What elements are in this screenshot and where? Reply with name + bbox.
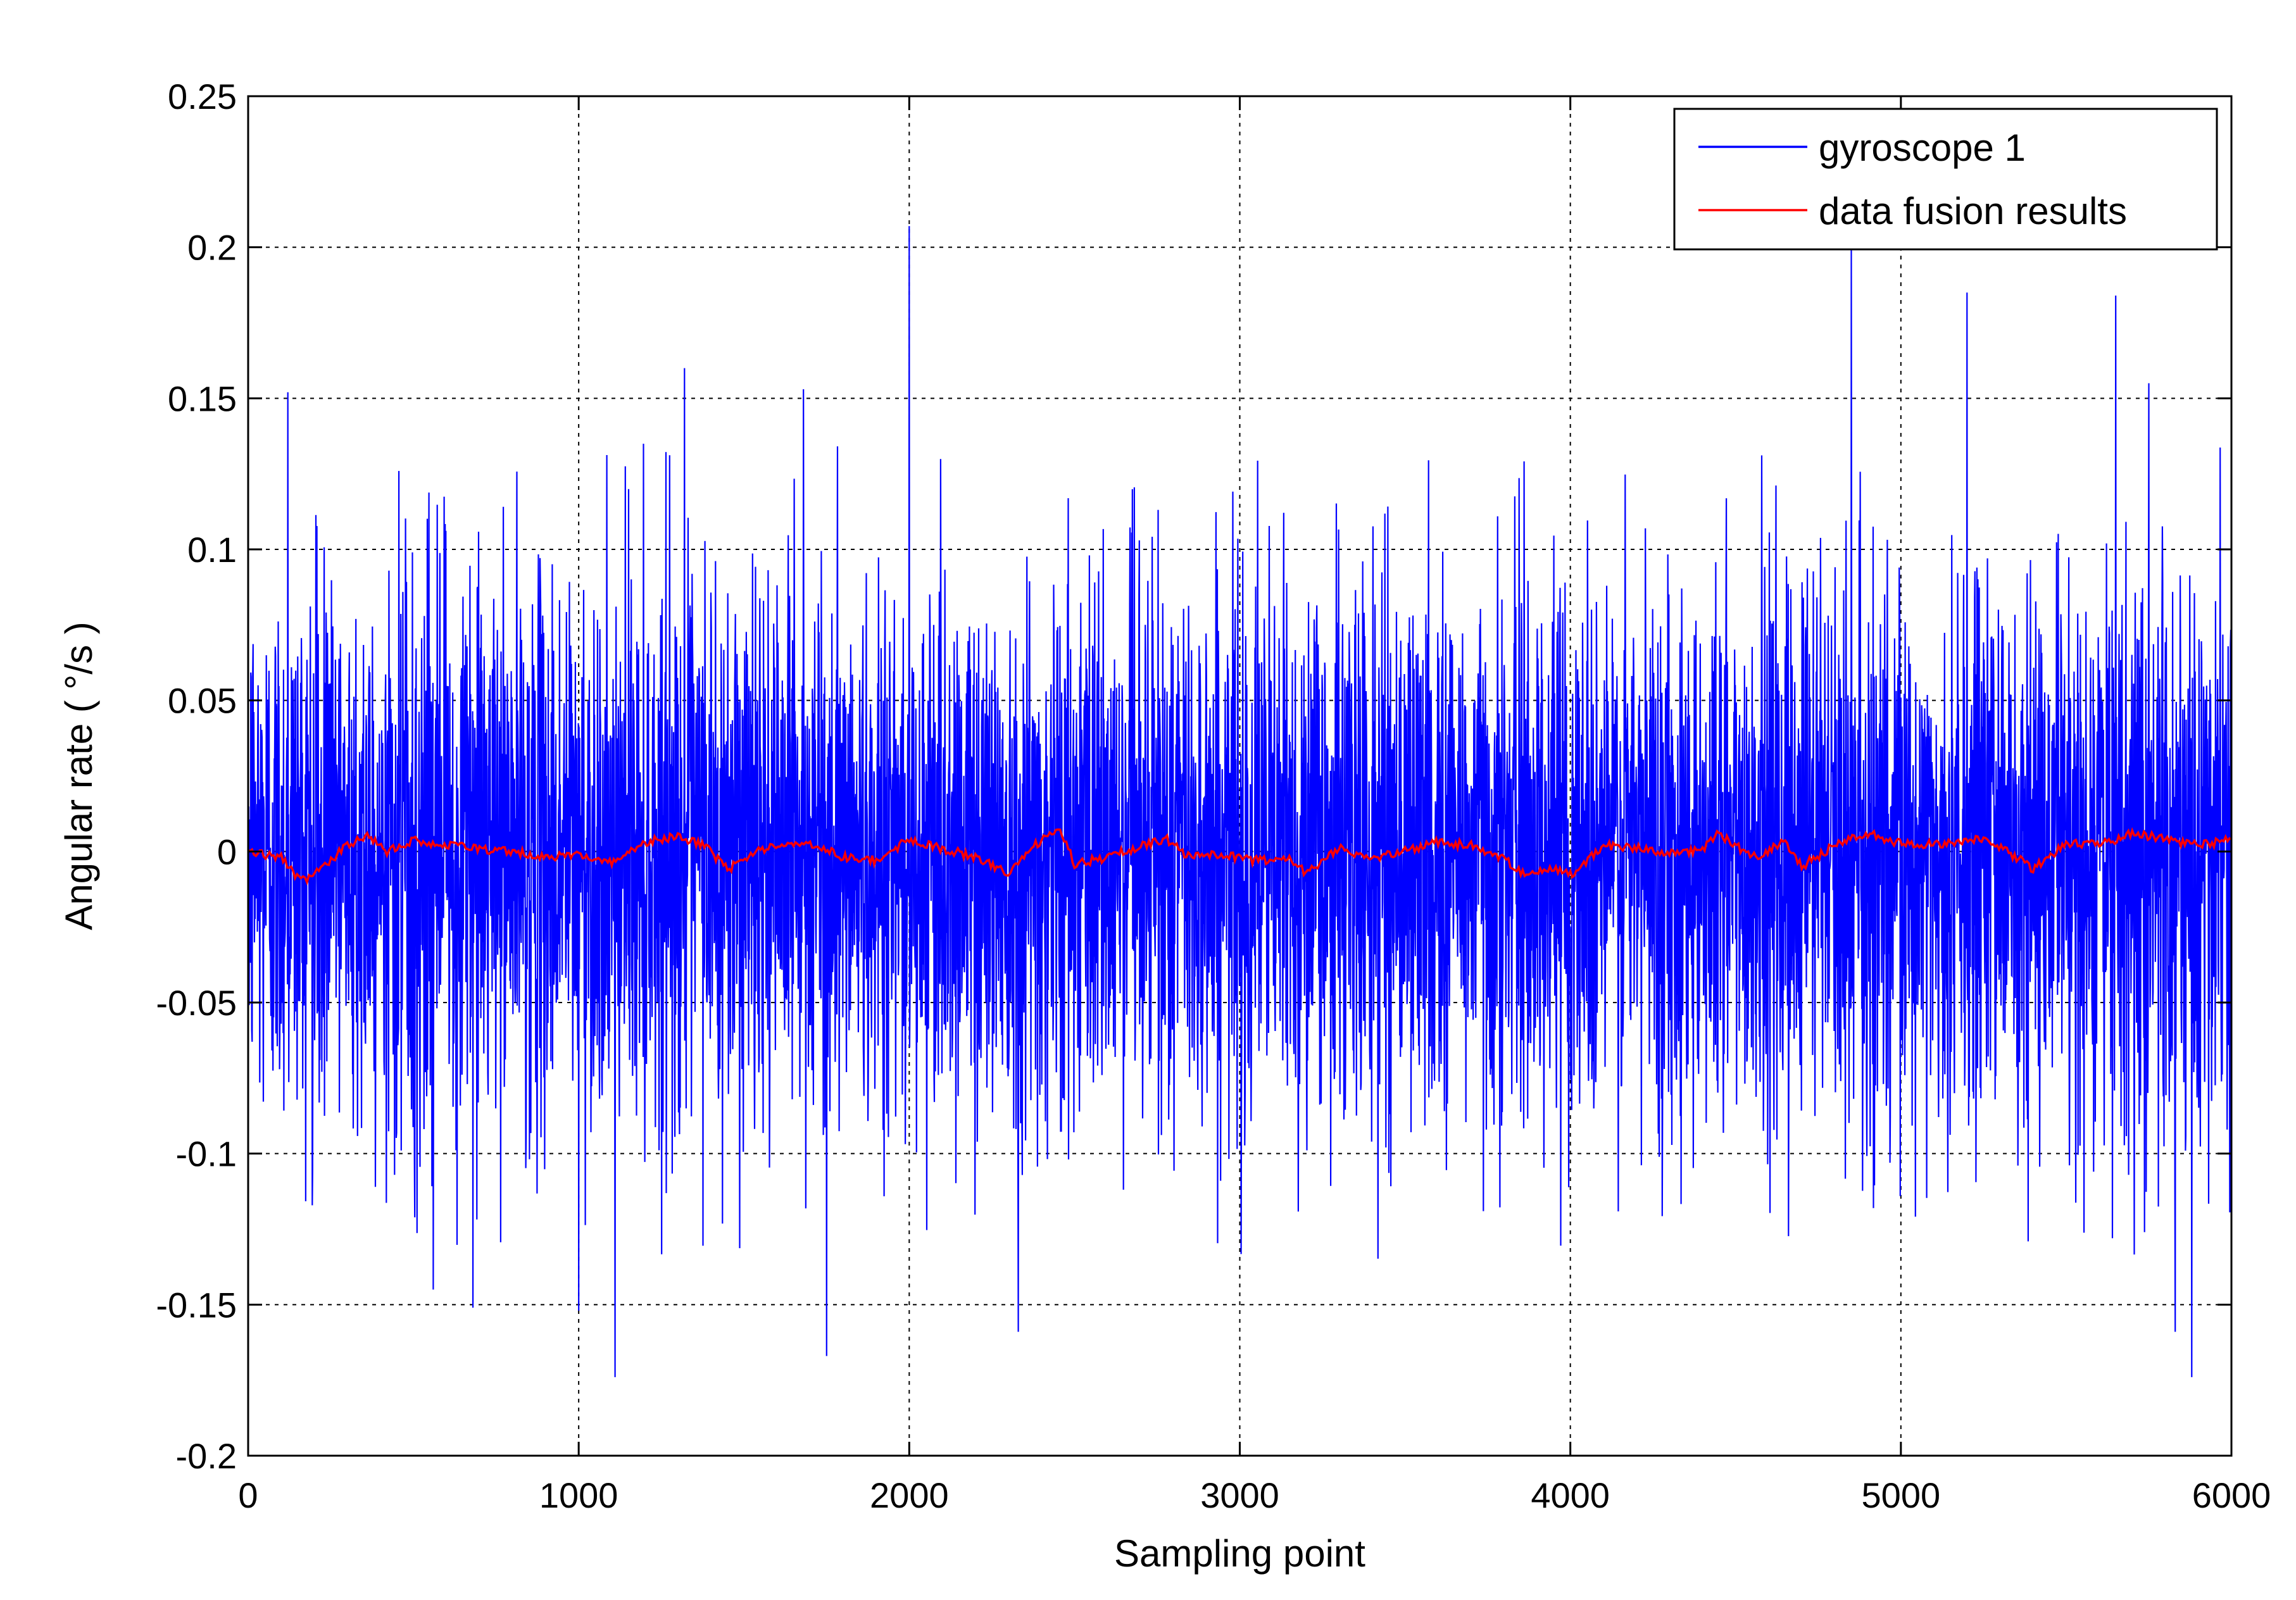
y-tick-label: 0.25	[168, 77, 237, 116]
legend-label: data fusion results	[1819, 190, 2127, 232]
y-axis-title: Angular rate ( °/s )	[58, 622, 100, 930]
y-tick-label: -0.05	[156, 983, 237, 1023]
axis-ticks: 0 1000 2000 3000 4000 5000 6000 -0.2 -0.15 -0.1 -0…	[156, 77, 2271, 1515]
series-line-data-fusion-results	[248, 827, 2231, 886]
x-tick-label: 2000	[870, 1475, 949, 1515]
y-tick-label: -0.15	[156, 1285, 237, 1325]
y-tick-label: 0.2	[187, 228, 237, 268]
y-tick-label: -0.1	[176, 1134, 237, 1174]
y-tick-label: 0.15	[168, 378, 237, 418]
legend-box	[1673, 108, 2218, 251]
series-group	[248, 226, 2231, 1377]
legend: gyroscope 1 data fusion results	[1673, 108, 2218, 251]
x-tick-label: 5000	[1862, 1475, 1941, 1515]
y-tick-label: 0.05	[168, 681, 237, 721]
x-tick-label: 1000	[539, 1475, 618, 1515]
x-tick-label: 6000	[2192, 1475, 2271, 1515]
legend-label: gyroscope 1	[1819, 127, 2026, 169]
x-axis-title: Sampling point	[1114, 1532, 1365, 1575]
series-line-gyroscope-1	[248, 226, 2231, 1377]
y-tick-label: 0	[217, 832, 237, 872]
x-tick-label: 3000	[1200, 1475, 1279, 1515]
x-tick-label: 0	[238, 1475, 258, 1515]
y-tick-label: 0.1	[187, 530, 237, 570]
y-tick-label: -0.2	[176, 1436, 237, 1476]
x-tick-label: 4000	[1531, 1475, 1610, 1515]
